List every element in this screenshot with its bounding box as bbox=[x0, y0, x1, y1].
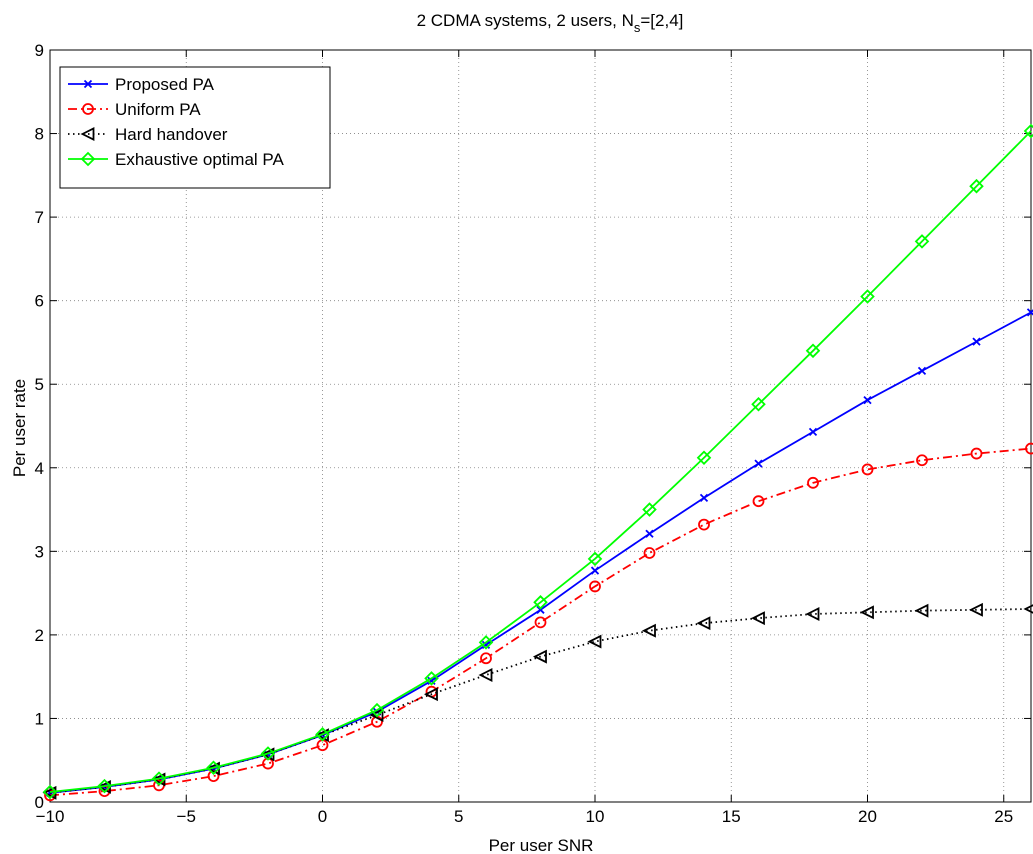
data-point bbox=[968, 602, 983, 617]
legend-label: Exhaustive optimal PA bbox=[115, 150, 284, 169]
data-point bbox=[260, 746, 276, 761]
data-point bbox=[369, 708, 384, 723]
x-axis-label: Per user SNR bbox=[489, 836, 594, 854]
y-tick-label: 8 bbox=[35, 125, 44, 144]
data-point bbox=[532, 649, 547, 664]
legend-item: Exhaustive optimal PA bbox=[68, 150, 284, 169]
legend: Proposed PA Uniform PA Hard handover Exhaus… bbox=[59, 66, 331, 189]
legend-marker bbox=[83, 79, 93, 89]
legend-label: Uniform PA bbox=[115, 100, 201, 119]
data-point bbox=[696, 616, 711, 631]
y-tick-label: 2 bbox=[35, 626, 44, 645]
data-point bbox=[699, 493, 709, 502]
series-exhaustive-optimal-pa bbox=[42, 123, 1033, 800]
data-point bbox=[808, 427, 818, 436]
data-point bbox=[861, 463, 874, 476]
data-point bbox=[916, 454, 928, 467]
y-tick-label: 4 bbox=[35, 459, 44, 478]
legend-label: Hard handover bbox=[115, 125, 228, 144]
legend-marker bbox=[80, 151, 96, 167]
chart-title: 2 CDMA systems, 2 users, Ns=[2,4] bbox=[417, 11, 684, 35]
data-point bbox=[752, 495, 765, 508]
data-point bbox=[859, 605, 874, 620]
legend-label: Proposed PA bbox=[115, 75, 215, 94]
data-point bbox=[863, 395, 872, 405]
data-point bbox=[478, 635, 494, 650]
data-point bbox=[805, 343, 821, 359]
y-tick-label: 3 bbox=[35, 542, 44, 561]
data-point bbox=[424, 671, 439, 686]
data-point bbox=[97, 778, 112, 794]
y-tick-label: 7 bbox=[35, 208, 44, 227]
legend-marker bbox=[80, 127, 95, 141]
x-tick-label: 15 bbox=[722, 807, 741, 826]
data-point bbox=[151, 771, 167, 786]
legend-item: Hard handover bbox=[68, 125, 228, 144]
x-tick-label: −10 bbox=[36, 807, 65, 826]
plot-area-frame bbox=[49, 49, 1032, 803]
data-point bbox=[643, 547, 656, 559]
x-tick-label: 0 bbox=[318, 807, 327, 826]
y-tick-label: 0 bbox=[35, 793, 44, 812]
data-point bbox=[589, 580, 601, 593]
data-point bbox=[641, 623, 656, 638]
data-point bbox=[914, 234, 930, 249]
data-point bbox=[315, 727, 330, 742]
data-point bbox=[536, 605, 545, 614]
data-point bbox=[423, 687, 438, 702]
data-point bbox=[917, 366, 927, 375]
x-tick-label: 10 bbox=[586, 807, 605, 826]
data-point bbox=[754, 459, 763, 468]
legend-item: Uniform PA bbox=[68, 100, 201, 119]
y-tick-label: 5 bbox=[35, 375, 44, 394]
data-point bbox=[206, 760, 221, 776]
data-point bbox=[751, 397, 766, 412]
data-point bbox=[587, 551, 603, 567]
data-point bbox=[369, 702, 385, 718]
data-point bbox=[807, 476, 819, 489]
data-point bbox=[642, 502, 657, 517]
data-point bbox=[696, 450, 712, 466]
x-tick-label: 25 bbox=[994, 807, 1013, 826]
grid-lines bbox=[50, 50, 1031, 802]
data-point bbox=[750, 611, 765, 626]
y-tick-label: 9 bbox=[35, 41, 44, 60]
data-point bbox=[970, 447, 983, 460]
y-tick-label: 1 bbox=[35, 709, 44, 728]
y-tick-label: 6 bbox=[35, 292, 44, 311]
x-tick-label: −5 bbox=[177, 807, 196, 826]
data-point bbox=[969, 178, 984, 194]
series-group bbox=[42, 123, 1033, 802]
legend-item: Proposed PA bbox=[68, 75, 215, 94]
data-point bbox=[860, 289, 875, 304]
data-point bbox=[590, 566, 600, 575]
y-axis-label: Per user rate bbox=[10, 379, 29, 477]
data-point bbox=[534, 616, 547, 629]
data-point bbox=[1023, 123, 1033, 139]
legend-marker bbox=[82, 103, 94, 115]
data-point bbox=[1025, 442, 1033, 455]
data-point bbox=[480, 652, 492, 665]
x-tick-label: 20 bbox=[858, 807, 877, 826]
data-point bbox=[478, 668, 493, 682]
x-tick-label: 5 bbox=[454, 807, 463, 826]
series-uniform-pa bbox=[44, 442, 1033, 802]
data-point bbox=[533, 595, 548, 610]
series-line bbox=[49, 130, 1032, 793]
data-point bbox=[645, 529, 654, 538]
data-point bbox=[42, 784, 58, 800]
axis-ticks: −10 −5 0 5 10 15 20 25 0 1 2 3 4 5 6 7 8 9 bbox=[35, 41, 1031, 826]
data-point bbox=[1023, 604, 1033, 614]
data-point bbox=[587, 634, 602, 649]
data-point bbox=[805, 607, 820, 621]
data-point bbox=[698, 518, 710, 531]
data-point bbox=[914, 603, 929, 618]
data-point bbox=[1026, 308, 1033, 317]
legend-box bbox=[59, 66, 331, 189]
data-point bbox=[972, 337, 981, 346]
